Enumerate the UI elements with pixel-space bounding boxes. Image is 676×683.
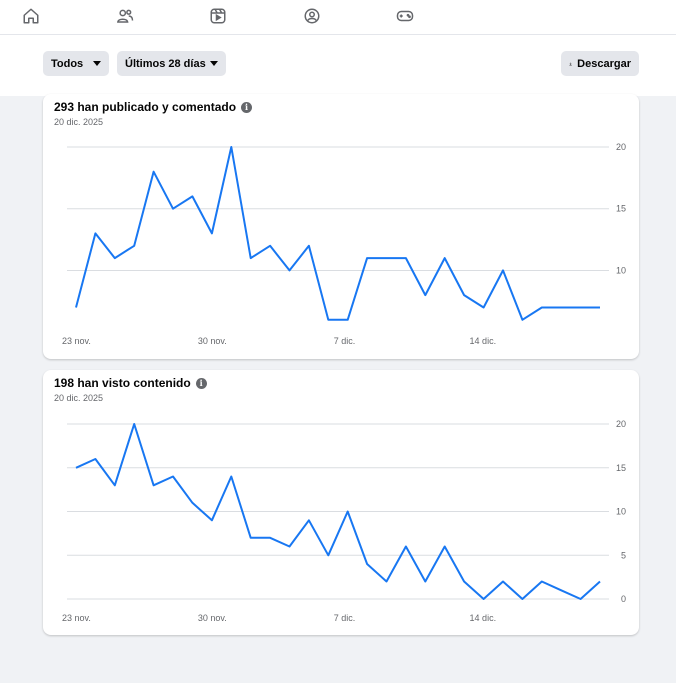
profile-circle-icon[interactable] xyxy=(302,6,322,26)
y-tick-label: 15 xyxy=(616,463,626,473)
download-label: Descargar xyxy=(577,57,631,70)
series-line[interactable] xyxy=(75,423,601,600)
x-tick-label: 7 dic. xyxy=(334,613,356,623)
series-line[interactable] xyxy=(75,146,600,321)
y-tick-label: 10 xyxy=(616,265,626,275)
chart-title-text: 198 han visto contenido xyxy=(54,376,191,390)
chart-date: 20 dic. 2025 xyxy=(54,393,104,403)
line-chart-viewed-content: 0 5 10 15 20 23 nov. 30 nov. 7 dic. 14 dic. xyxy=(62,419,626,623)
download-icon xyxy=(569,62,572,65)
y-tick-label: 10 xyxy=(616,507,626,517)
x-tick-label: 30 nov. xyxy=(198,336,227,346)
chart-title-text: 293 han publicado y comentado xyxy=(54,100,237,114)
download-button[interactable]: Descargar xyxy=(561,51,639,76)
x-tick-label: 23 nov. xyxy=(62,613,91,623)
filter-toolbar: Todos Últimos 28 días Descargar xyxy=(0,35,676,96)
gaming-icon[interactable] xyxy=(395,6,415,26)
y-tick-label: 5 xyxy=(621,550,626,560)
x-tick-label: 14 dic. xyxy=(470,336,497,346)
caret-down-icon xyxy=(210,61,218,66)
caret-down-icon xyxy=(93,61,101,66)
x-tick-label: 7 dic. xyxy=(334,336,356,346)
x-tick-label: 14 dic. xyxy=(470,613,497,623)
audience-filter-dropdown[interactable]: Todos xyxy=(43,51,109,76)
date-range-dropdown[interactable]: Últimos 28 días xyxy=(117,51,226,76)
chart-card-published-commented: 10 15 20 23 nov. 30 nov. 7 dic. 14 dic. 293 ha… xyxy=(43,94,639,359)
groups-icon[interactable] xyxy=(115,6,135,26)
home-icon[interactable] xyxy=(21,6,41,26)
reels-icon[interactable] xyxy=(208,6,228,26)
chart-title: 198 han visto contenido i xyxy=(54,376,207,390)
audience-filter-label: Todos xyxy=(51,57,84,70)
info-icon[interactable]: i xyxy=(195,377,207,389)
date-range-label: Últimos 28 días xyxy=(125,57,206,70)
line-chart-published-commented: 10 15 20 23 nov. 30 nov. 7 dic. 14 dic. xyxy=(62,142,626,346)
y-tick-label: 20 xyxy=(616,419,626,429)
y-tick-label: 0 xyxy=(621,594,626,604)
x-tick-label: 30 nov. xyxy=(198,613,227,623)
x-tick-label: 23 nov. xyxy=(62,336,91,346)
y-tick-label: 15 xyxy=(616,204,626,214)
chart-card-viewed-content: 0 5 10 15 20 23 nov. 30 nov. 7 dic. 14 dic. 198 … xyxy=(43,370,639,635)
top-navigation xyxy=(0,0,676,35)
y-tick-label: 20 xyxy=(616,142,626,152)
chart-title: 293 han publicado y comentado i xyxy=(54,100,253,114)
chart-date: 20 dic. 2025 xyxy=(54,117,104,127)
info-icon[interactable]: i xyxy=(241,101,253,113)
